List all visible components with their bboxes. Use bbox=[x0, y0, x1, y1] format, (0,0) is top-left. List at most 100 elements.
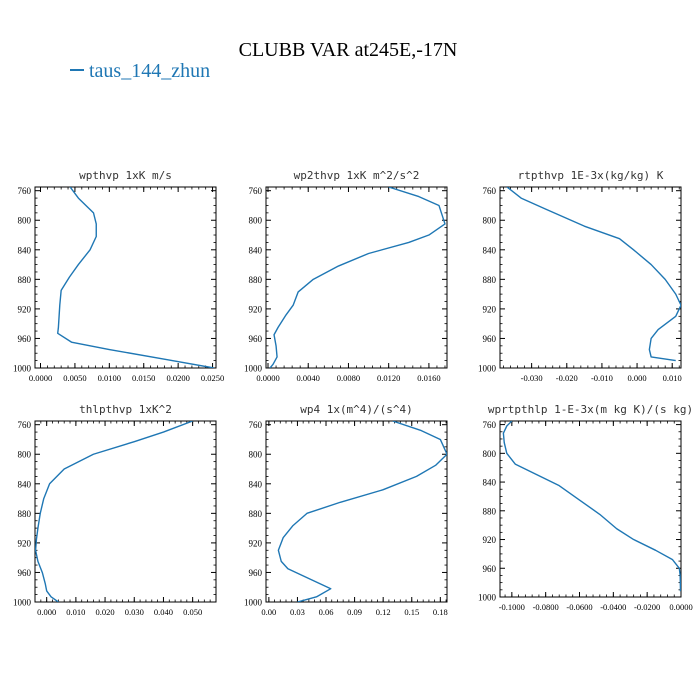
y-tick-label: 1000 bbox=[244, 598, 263, 608]
y-tick-label: 760 bbox=[483, 420, 497, 430]
x-tick-label: 0.00 bbox=[261, 607, 276, 617]
y-tick-label: 960 bbox=[483, 334, 497, 344]
y-tick-label: 800 bbox=[18, 450, 32, 460]
plot-frame bbox=[34, 420, 217, 603]
y-tick-label: 920 bbox=[18, 538, 32, 548]
y-tick-label: 840 bbox=[249, 245, 263, 255]
y-tick-label: 800 bbox=[249, 216, 263, 226]
y-tick-label: 920 bbox=[249, 538, 263, 548]
x-tick-label: 0.0050 bbox=[63, 373, 86, 383]
plot-frame bbox=[499, 186, 682, 369]
x-tick-label: 0.15 bbox=[404, 607, 419, 617]
chart-panel-6: wprtpthlp 1-E-3x(m kg K)/(s kg) 760 800 840… bbox=[478, 403, 693, 612]
y-tick-label: 880 bbox=[249, 275, 263, 285]
panel-title: wprtpthlp 1-E-3x(m kg K)/(s kg) bbox=[488, 403, 693, 416]
y-tick-label: 800 bbox=[483, 216, 497, 226]
y-tick-label: 880 bbox=[483, 506, 497, 516]
x-tick-label: -0.0200 bbox=[634, 602, 660, 612]
y-tick-label: 1000 bbox=[13, 598, 32, 608]
y-tick-label: 760 bbox=[18, 420, 32, 430]
plot-frame bbox=[265, 420, 448, 603]
y-tick-label: 760 bbox=[249, 186, 263, 196]
x-tick-label: 0.06 bbox=[319, 607, 334, 617]
x-tick-label: 0.12 bbox=[376, 607, 391, 617]
series-line bbox=[35, 421, 193, 602]
x-tick-label: 0.0000 bbox=[256, 373, 279, 383]
x-tick-label: -0.0400 bbox=[600, 602, 626, 612]
x-tick-label: 0.0200 bbox=[166, 373, 189, 383]
y-tick-label: 1000 bbox=[13, 364, 32, 374]
chart-panel-5: wp4 1x(m^4)/(s^4)76080084088092096010000… bbox=[244, 403, 448, 617]
y-tick-label: 960 bbox=[483, 564, 497, 574]
x-tick-label: 0.050 bbox=[183, 607, 202, 617]
x-tick-label: 0.040 bbox=[154, 607, 173, 617]
y-tick-label: 880 bbox=[249, 509, 263, 519]
y-tick-label: 760 bbox=[18, 186, 32, 196]
figure-title: CLUBB VAR at245E,-17N bbox=[239, 39, 458, 61]
y-tick-label: 840 bbox=[18, 245, 32, 255]
series-line bbox=[269, 187, 446, 368]
x-tick-label: 0.0040 bbox=[297, 373, 320, 383]
x-tick-label: -0.030 bbox=[521, 373, 543, 383]
panel-title: wp2thvp 1xK m^2/s^2 bbox=[294, 169, 420, 182]
y-tick-label: 840 bbox=[483, 245, 497, 255]
y-tick-label: 800 bbox=[249, 450, 263, 460]
series-line bbox=[506, 187, 681, 362]
plot-frame bbox=[499, 420, 682, 598]
legend-label: taus_144_zhun bbox=[89, 60, 210, 82]
x-tick-label: 0.020 bbox=[96, 607, 115, 617]
x-tick-label: 0.0080 bbox=[337, 373, 360, 383]
x-tick-label: 0.010 bbox=[663, 373, 682, 383]
x-tick-label: 0.0100 bbox=[98, 373, 121, 383]
series-line bbox=[57, 187, 215, 368]
x-tick-label: -0.0600 bbox=[566, 602, 592, 612]
x-tick-label: -0.1000 bbox=[499, 602, 525, 612]
legend: taus_144_zhun bbox=[70, 60, 210, 82]
panel-title: thlpthvp 1xK^2 bbox=[79, 403, 172, 416]
x-tick-label: 0.09 bbox=[347, 607, 362, 617]
y-tick-label: 960 bbox=[249, 334, 263, 344]
y-tick-label: 760 bbox=[249, 420, 263, 430]
x-tick-label: 0.0120 bbox=[377, 373, 400, 383]
x-tick-label: -0.020 bbox=[556, 373, 578, 383]
plot-frame bbox=[265, 186, 448, 369]
panel-title: wp4 1x(m^4)/(s^4) bbox=[300, 403, 413, 416]
y-tick-label: 880 bbox=[18, 275, 32, 285]
x-tick-label: 0.000 bbox=[37, 607, 56, 617]
chart-panel-4: thlpthvp 1xK^2 760 800 840 880 920 960 1000 0.00… bbox=[13, 403, 217, 617]
series-line bbox=[502, 421, 681, 592]
y-tick-label: 1000 bbox=[244, 364, 263, 374]
y-tick-label: 800 bbox=[483, 449, 497, 459]
chart-panel-1: wpthvp 1xK m/s76080084088092096010000.00… bbox=[13, 169, 224, 383]
y-tick-label: 1000 bbox=[478, 593, 497, 603]
x-tick-label: -0.0800 bbox=[533, 602, 559, 612]
panel-title: wpthvp 1xK m/s bbox=[79, 169, 172, 182]
y-tick-label: 1000 bbox=[478, 364, 497, 374]
panel-title: rtpthvp 1E-3x(kg/kg) K bbox=[518, 169, 664, 182]
x-tick-label: -0.010 bbox=[591, 373, 613, 383]
x-tick-label: 0.000 bbox=[628, 373, 647, 383]
y-tick-label: 920 bbox=[483, 304, 497, 314]
y-tick-label: 840 bbox=[483, 478, 497, 488]
chart-panel-3: rtpthvp 1E-3x(kg/kg) K 760 800 840 880 920 960… bbox=[478, 169, 682, 383]
y-tick-label: 960 bbox=[18, 334, 32, 344]
y-tick-label: 920 bbox=[483, 535, 497, 545]
x-tick-label: 0.0000 bbox=[29, 373, 52, 383]
y-tick-label: 840 bbox=[18, 479, 32, 489]
y-tick-label: 920 bbox=[249, 304, 263, 314]
y-tick-label: 880 bbox=[483, 275, 497, 285]
x-tick-label: 0.0160 bbox=[417, 373, 440, 383]
y-tick-label: 880 bbox=[18, 509, 32, 519]
y-tick-label: 840 bbox=[249, 479, 263, 489]
y-tick-label: 960 bbox=[18, 568, 32, 578]
x-tick-label: 0.0250 bbox=[201, 373, 224, 383]
x-tick-label: 0.18 bbox=[433, 607, 448, 617]
x-tick-label: 0.0150 bbox=[132, 373, 155, 383]
x-tick-label: 0.030 bbox=[125, 607, 144, 617]
series-line bbox=[277, 421, 447, 602]
y-tick-label: 920 bbox=[18, 304, 32, 314]
x-tick-label: 0.03 bbox=[290, 607, 305, 617]
panels: wpthvp 1xK m/s76080084088092096010000.00… bbox=[13, 169, 693, 617]
y-tick-label: 800 bbox=[18, 216, 32, 226]
